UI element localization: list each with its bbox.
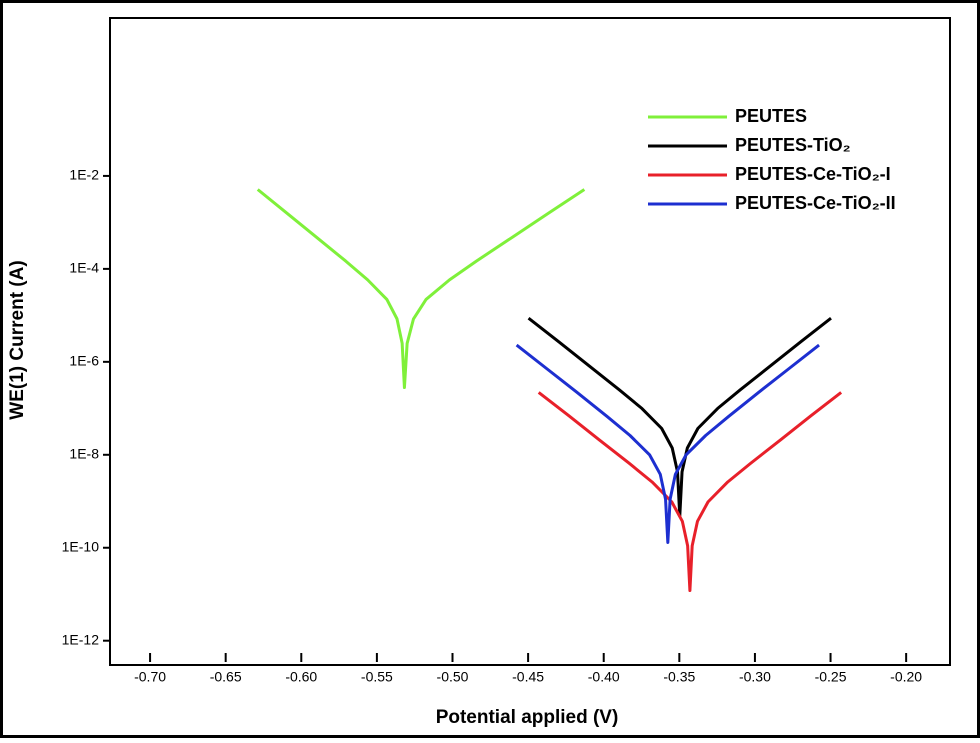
legend-label: PEUTES-Ce-TiO₂-II — [735, 193, 896, 213]
legend-label: PEUTES-TiO₂ — [735, 135, 851, 155]
series-line — [537, 391, 843, 593]
x-tick-label: -0.35 — [663, 669, 695, 685]
y-tick-label: 1E-8 — [69, 445, 99, 461]
series-line — [515, 343, 820, 544]
x-tick-label: -0.65 — [210, 669, 242, 685]
legend-label: PEUTES — [735, 106, 807, 126]
x-tick-label: -0.55 — [361, 669, 393, 685]
x-tick-label: -0.40 — [588, 669, 620, 685]
y-tick-label: 1E-6 — [69, 353, 99, 369]
y-tick-label: 1E-10 — [62, 538, 100, 554]
y-tick-label: 1E-4 — [69, 260, 99, 276]
x-axis-title: Potential applied (V) — [436, 707, 619, 728]
y-tick-label: 1E-2 — [69, 167, 99, 183]
y-tick-label: 1E-12 — [62, 631, 100, 647]
x-tick-label: -0.25 — [815, 669, 847, 685]
y-axis-title: WE(1) Current (A) — [7, 260, 28, 419]
legend-label: PEUTES-Ce-TiO₂-I — [735, 164, 891, 184]
series-line — [256, 188, 586, 390]
x-tick-label: -0.60 — [285, 669, 317, 685]
x-tick-label: -0.70 — [134, 669, 166, 685]
x-tick-label: -0.20 — [890, 669, 922, 685]
x-tick-label: -0.30 — [739, 669, 771, 685]
plot-frame — [109, 17, 951, 666]
x-tick-label: -0.50 — [437, 669, 469, 685]
x-tick-label: -0.45 — [512, 669, 544, 685]
